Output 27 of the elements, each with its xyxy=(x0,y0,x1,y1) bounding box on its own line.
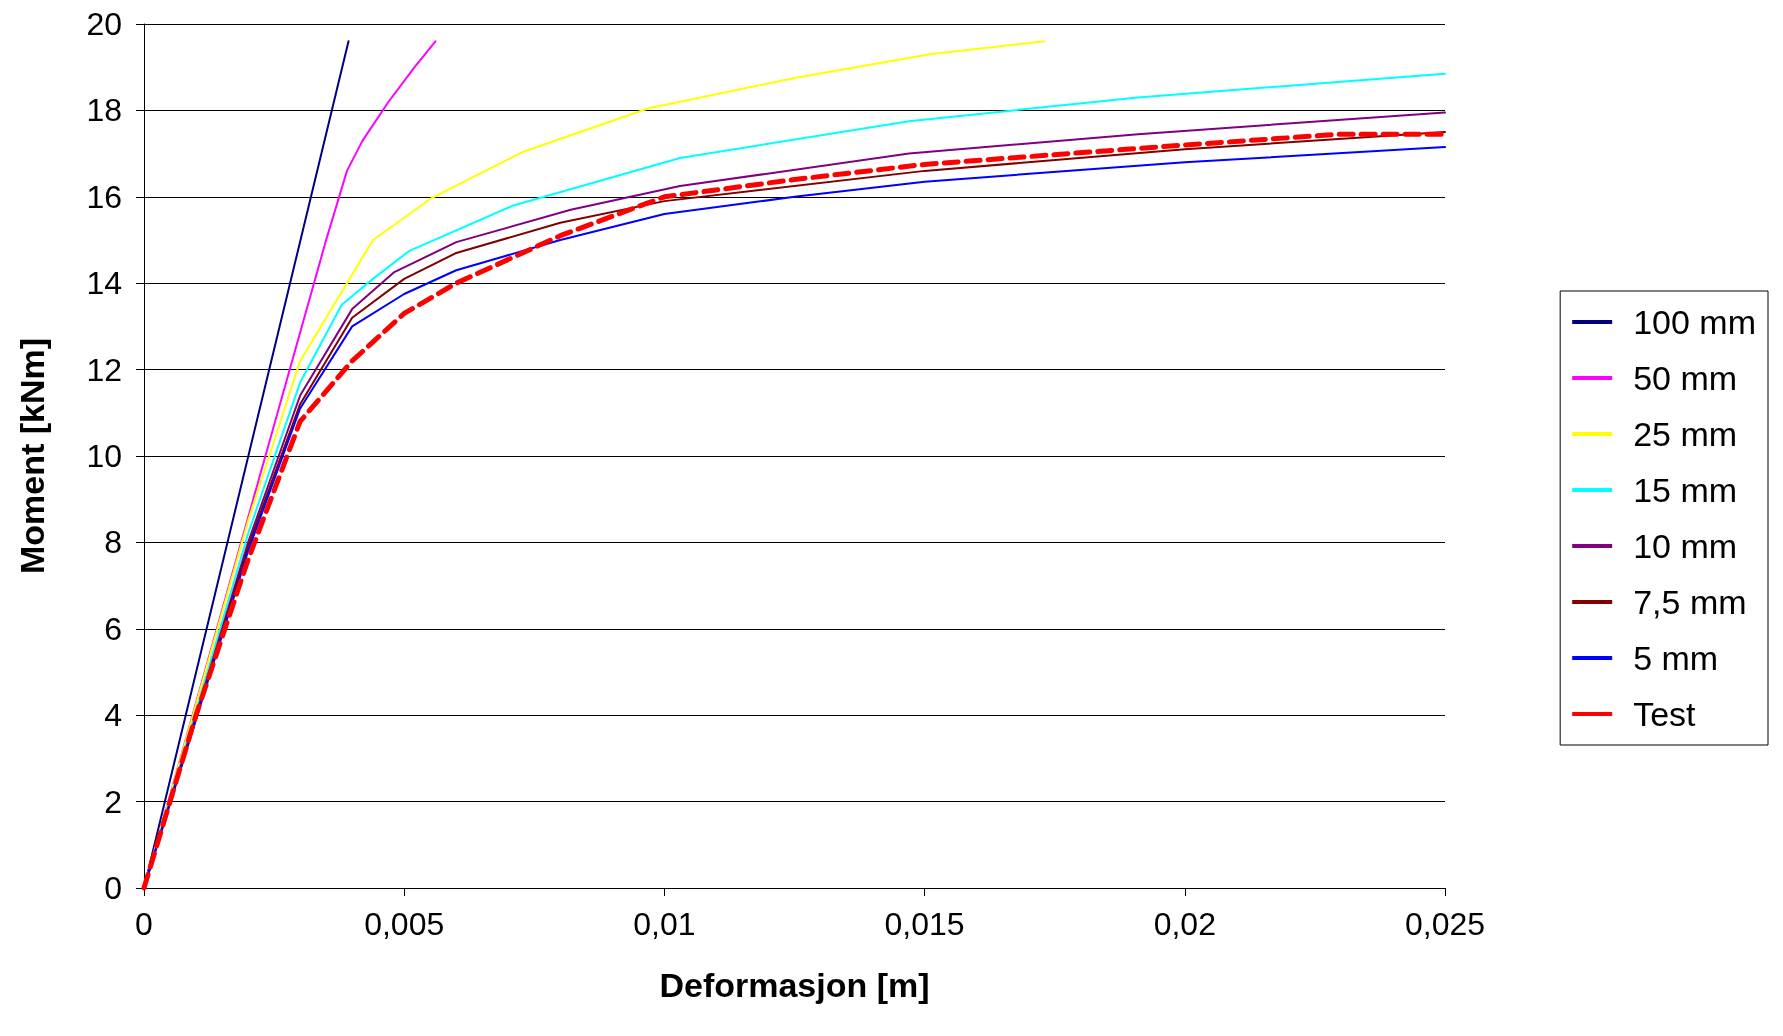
y-tick-label: 8 xyxy=(104,524,122,561)
y-tick-label: 6 xyxy=(104,610,122,647)
legend-label: 5 mm xyxy=(1633,639,1719,677)
x-tick-label: 0,025 xyxy=(1404,906,1486,942)
legend-label: 10 mm xyxy=(1633,527,1738,565)
legend-label: 50 mm xyxy=(1633,359,1738,397)
x-tick-label: 0,02 xyxy=(1153,906,1216,942)
x-tick-label: 0,005 xyxy=(364,906,445,942)
y-tick-label: 4 xyxy=(104,697,122,734)
legend-label: 25 mm xyxy=(1633,415,1738,453)
y-tick-label: 20 xyxy=(86,6,122,42)
legend-label: 7,5 mm xyxy=(1633,583,1747,621)
y-axis-title: Moment [kNm] xyxy=(13,337,51,575)
y-tick-label: 10 xyxy=(86,438,122,474)
y-tick-label: 18 xyxy=(86,92,122,129)
legend-label: Test xyxy=(1633,695,1697,733)
legend-label: 15 mm xyxy=(1633,471,1738,509)
x-tick-label: 0 xyxy=(135,906,153,942)
y-tick-label: 12 xyxy=(86,351,122,388)
y-tick-label: 14 xyxy=(86,265,122,302)
legend-label: 100 mm xyxy=(1633,303,1757,341)
x-tick-label: 0,015 xyxy=(884,906,965,942)
x-axis-title: Deformasjon [m] xyxy=(659,966,930,1004)
y-tick-label: 2 xyxy=(104,783,122,820)
x-tick-label: 0,01 xyxy=(633,906,696,942)
y-tick-label: 0 xyxy=(104,870,122,906)
y-tick-label: 16 xyxy=(86,178,122,215)
